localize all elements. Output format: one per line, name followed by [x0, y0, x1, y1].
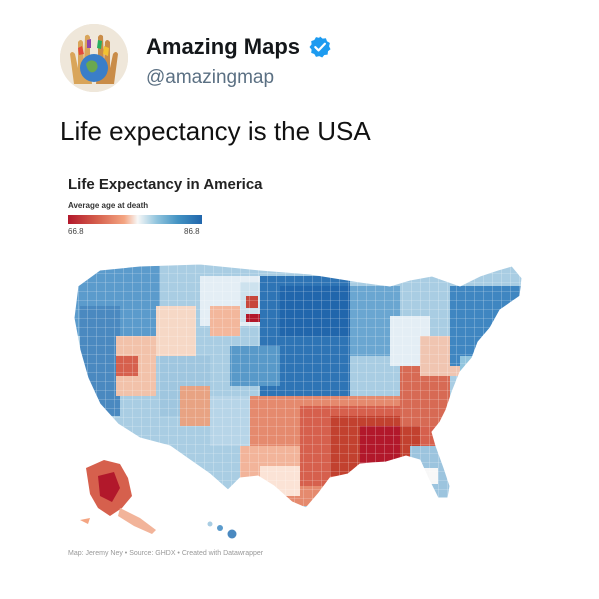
hands-map-avatar-icon [60, 24, 128, 92]
tweet-text: Life expectancy is the USA [60, 116, 371, 146]
verified-badge-icon [309, 36, 331, 58]
contiguous-us [74, 264, 522, 508]
name-row: Amazing Maps [146, 34, 332, 60]
alaska [80, 460, 156, 534]
legend-min-label: 66.8 [68, 227, 84, 236]
avatar[interactable] [60, 24, 128, 92]
account-handle[interactable]: @amazingmap [146, 67, 275, 88]
tweet-header: Amazing Maps @amazingmap [60, 24, 580, 104]
us-outline [73, 263, 523, 509]
map-card: Life Expectancy in America Average age a… [60, 166, 550, 566]
map-credits: Map: Jeremy Ney • Source: GHDX • Created… [68, 550, 264, 557]
legend-label: Average age at death [68, 201, 149, 210]
map-title: Life Expectancy in America [68, 176, 263, 193]
hawaii [207, 521, 237, 539]
us-county-map [73, 263, 523, 539]
display-name[interactable]: Amazing Maps [146, 34, 301, 59]
legend-max-label: 86.8 [184, 227, 200, 236]
legend-color-scale [68, 215, 202, 224]
